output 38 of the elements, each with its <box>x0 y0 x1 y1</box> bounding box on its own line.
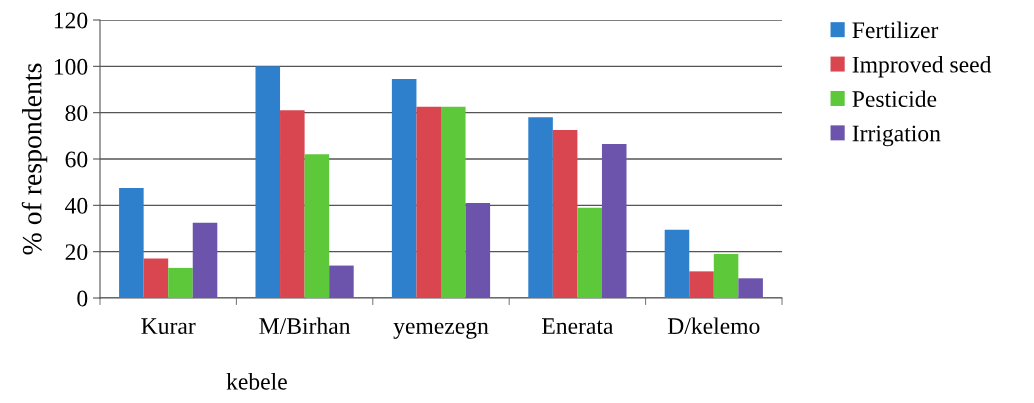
bar <box>664 229 690 298</box>
y-tick-label: 0 <box>77 290 88 307</box>
bar <box>143 258 169 298</box>
x-axis-title: kebele <box>226 373 287 390</box>
bar <box>119 187 144 298</box>
bar <box>552 130 578 298</box>
legend-label: Fertilizer <box>852 21 939 39</box>
bar <box>280 110 305 298</box>
bar <box>601 143 627 298</box>
y-tick-label: 60 <box>65 151 88 168</box>
bar <box>441 106 466 298</box>
y-tick-label: 100 <box>54 58 88 75</box>
bar <box>329 265 354 298</box>
bar <box>465 203 491 298</box>
bar <box>168 267 193 298</box>
legend-label: Pesticide <box>852 90 937 108</box>
x-tick-label: D/kelemo <box>667 317 760 335</box>
y-axis-title: % of respondents <box>21 63 48 255</box>
bar <box>689 271 714 298</box>
y-tick-label: 20 <box>65 244 88 261</box>
bar <box>577 207 602 298</box>
x-tick-label: Enerata <box>542 318 614 335</box>
x-tick-label: M/Birhan <box>259 317 351 335</box>
y-tick-label: 80 <box>65 105 88 122</box>
bar <box>738 278 763 298</box>
x-tick-label: yemezegn <box>393 321 489 339</box>
legend-label: Improved seed <box>852 56 992 78</box>
bar <box>192 222 218 298</box>
bar <box>713 253 739 298</box>
bar <box>528 117 553 298</box>
x-tick-label: Kurar <box>141 318 196 335</box>
bar <box>391 79 417 298</box>
y-tick-label: 40 <box>65 197 88 214</box>
y-tick-label: 120 <box>54 12 88 29</box>
bar <box>304 154 330 298</box>
bar <box>255 66 281 298</box>
legend-label: Irrigation <box>852 125 941 147</box>
bar <box>416 106 441 298</box>
